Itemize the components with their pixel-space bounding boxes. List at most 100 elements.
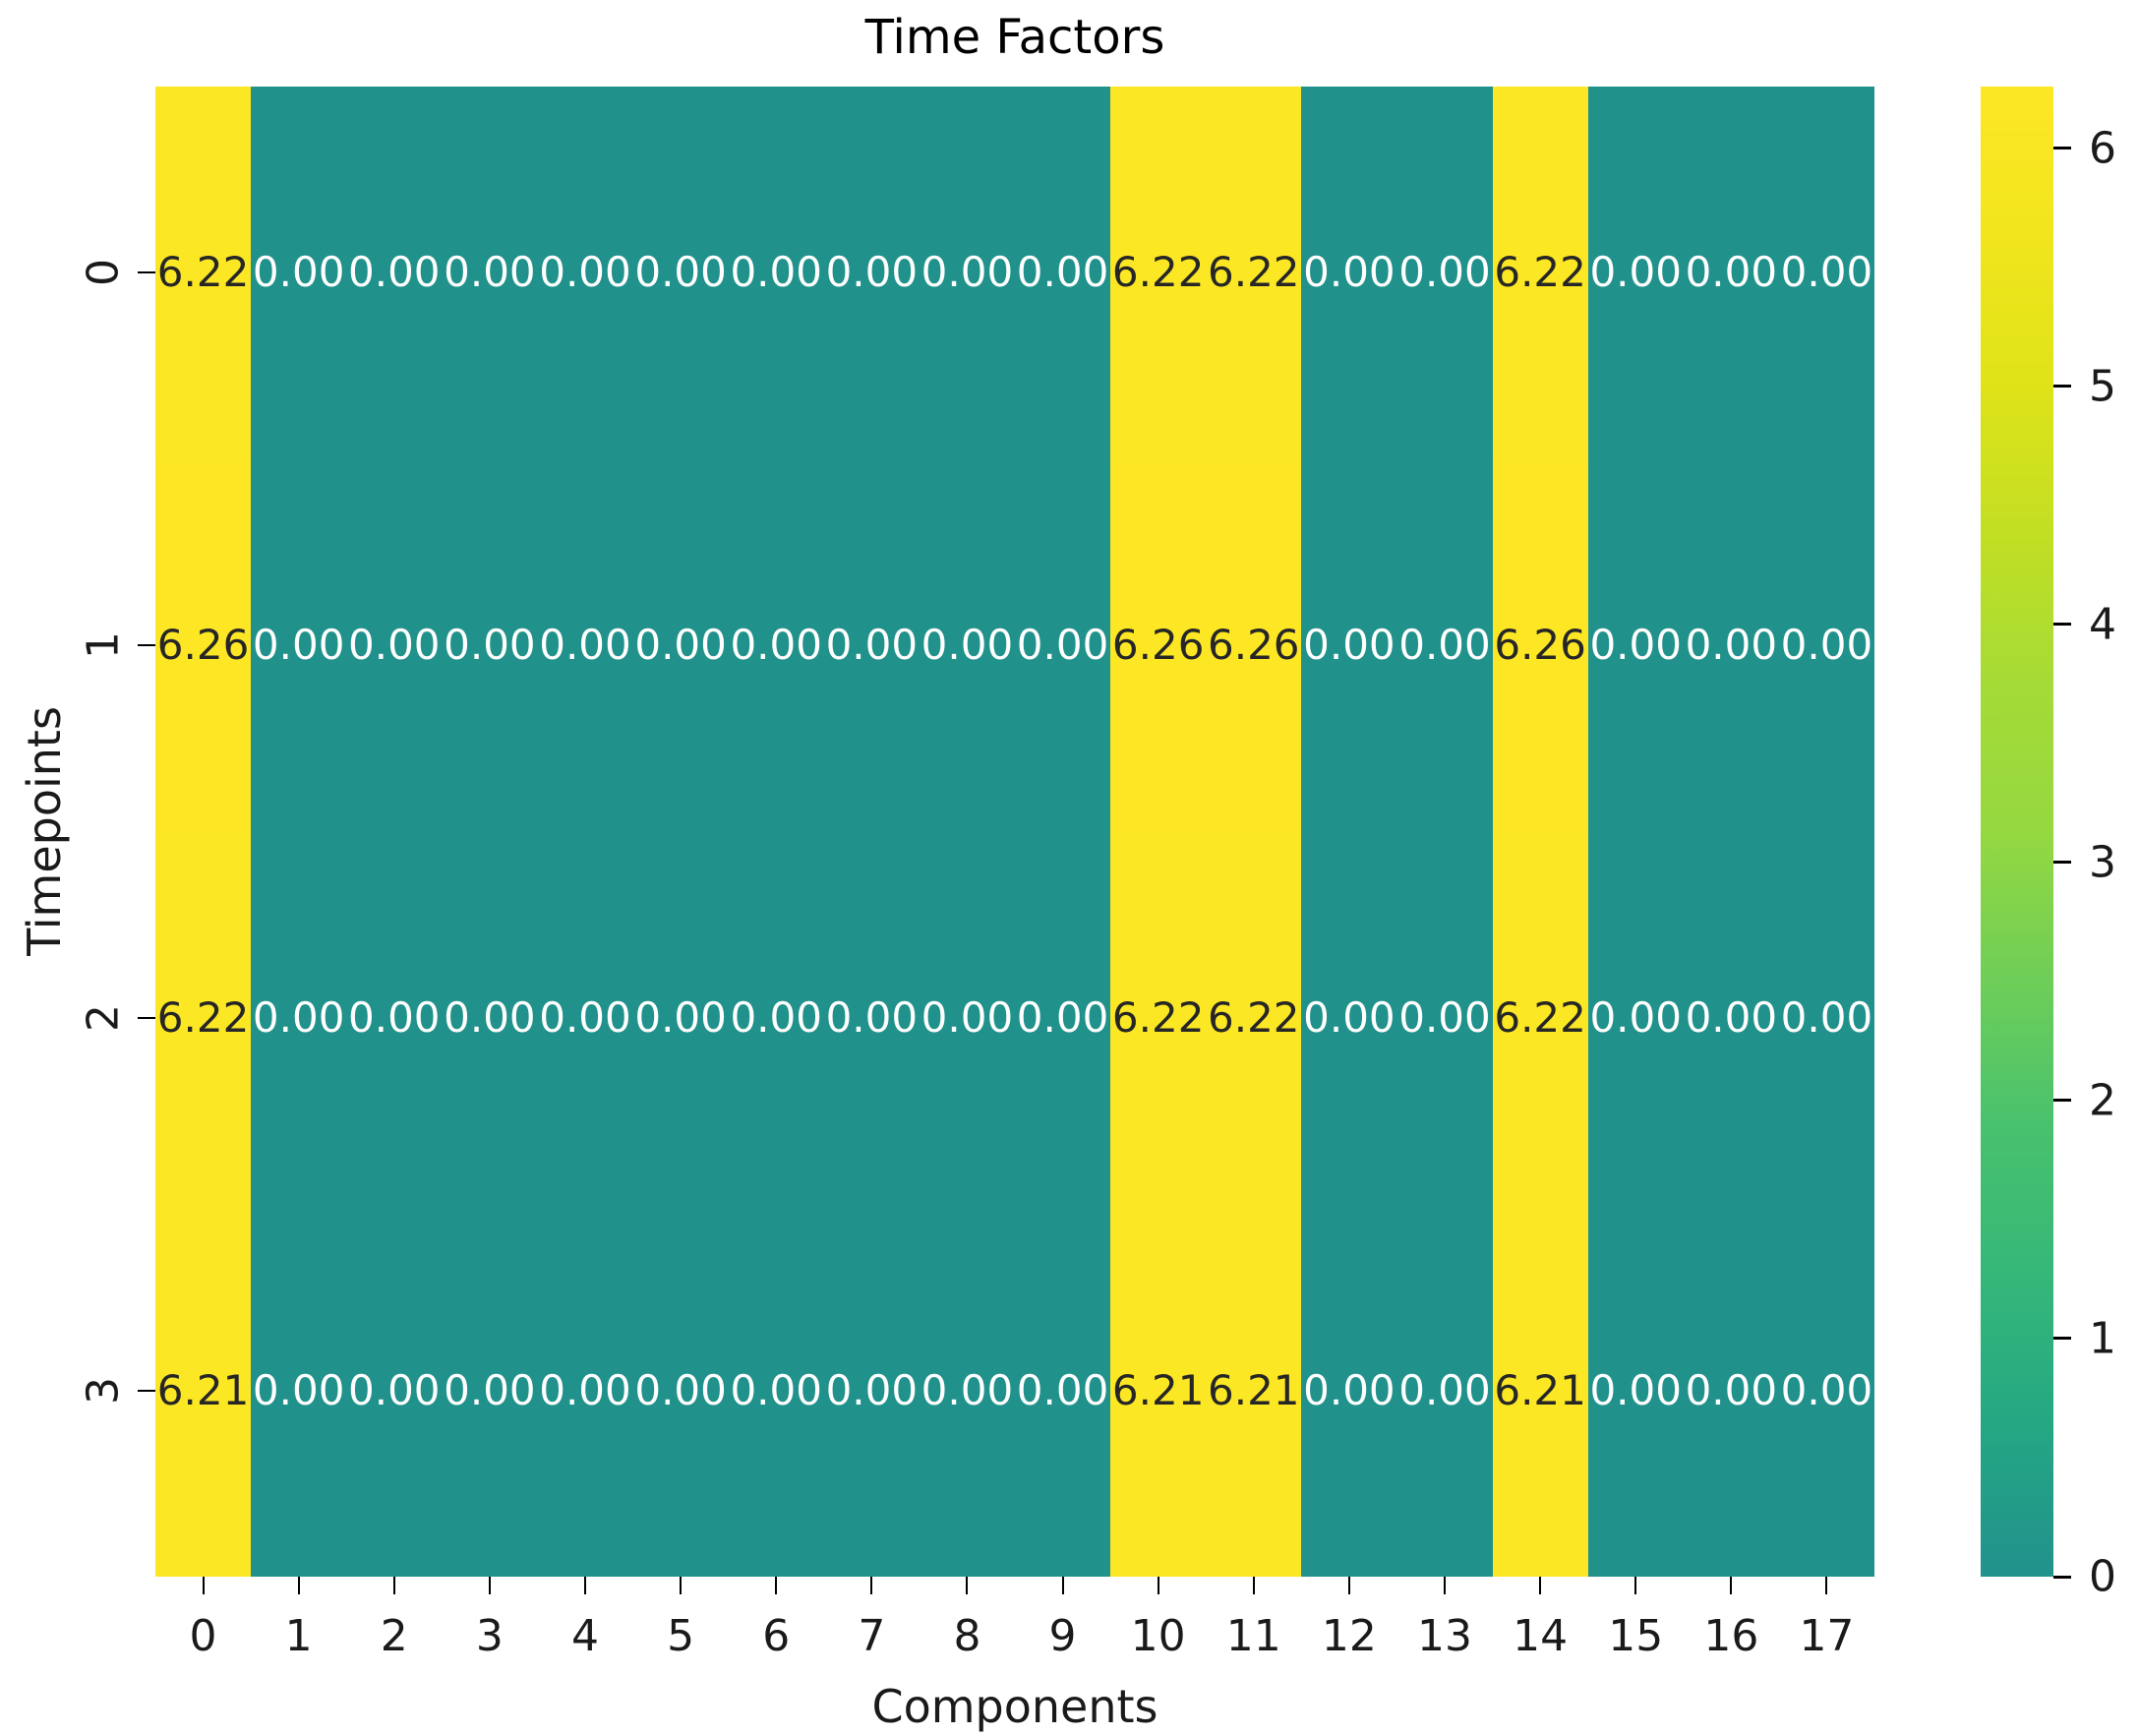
x-tick-label: 0 <box>189 1611 217 1661</box>
x-tick-mark <box>584 1577 586 1594</box>
x-tick-mark <box>202 1577 205 1594</box>
y-axis-label: Timepoints <box>18 706 71 956</box>
heatmap-cell: 0.00 <box>1778 458 1874 832</box>
heatmap-cell: 0.00 <box>442 87 538 459</box>
heatmap-cell: 0.00 <box>1778 1204 1874 1577</box>
heatmap-cell: 0.00 <box>1683 1204 1779 1577</box>
heatmap-cell: 0.00 <box>1015 831 1111 1205</box>
heatmap-cell: 0.00 <box>1301 458 1397 832</box>
heatmap-cell: 0.00 <box>632 458 729 832</box>
heatmap-cell: 0.00 <box>346 831 443 1205</box>
x-tick-label: 10 <box>1130 1611 1186 1661</box>
heatmap-cell: 0.00 <box>537 458 633 832</box>
heatmap-cell: 6.21 <box>1206 1204 1302 1577</box>
heatmap-cell: 0.00 <box>919 1204 1015 1577</box>
heatmap-cell: 0.00 <box>1301 87 1397 459</box>
heatmap-cell: 6.21 <box>1110 1204 1207 1577</box>
heatmap-cell: 0.00 <box>1015 1204 1111 1577</box>
x-tick-mark <box>870 1577 873 1594</box>
colorbar-tick-label: 6 <box>2089 123 2116 174</box>
chart-title: Time Factors <box>864 10 1165 65</box>
x-tick-label: 16 <box>1703 1611 1759 1661</box>
heatmap-cell: 6.26 <box>155 458 252 832</box>
x-tick-mark <box>1634 1577 1637 1594</box>
heatmap-cell: 6.22 <box>155 87 252 459</box>
x-tick-mark <box>680 1577 683 1594</box>
heatmap-cell: 6.22 <box>1492 831 1588 1205</box>
heatmap-cell: 0.00 <box>728 1204 824 1577</box>
x-tick-mark <box>966 1577 969 1594</box>
heatmap-cell: 6.22 <box>1110 87 1207 459</box>
x-tick-mark <box>1825 1577 1828 1594</box>
heatmap-cell: 0.00 <box>632 87 729 459</box>
heatmap-cell: 0.00 <box>442 831 538 1205</box>
y-tick-label: 0 <box>78 259 129 287</box>
heatmap-cell: 0.00 <box>728 831 824 1205</box>
x-tick-label: 2 <box>380 1611 408 1661</box>
colorbar-tick-label: 3 <box>2089 837 2116 888</box>
x-tick-label: 11 <box>1225 1611 1281 1661</box>
y-tick-mark <box>138 1389 155 1392</box>
colorbar-tick-label: 1 <box>2089 1313 2116 1364</box>
colorbar-tick-mark <box>2053 623 2071 627</box>
heatmap-cell: 0.00 <box>442 1204 538 1577</box>
heatmap-cell: 0.00 <box>537 831 633 1205</box>
heatmap-cell: 0.00 <box>1778 87 1874 459</box>
heatmap-cell: 6.22 <box>1206 87 1302 459</box>
heatmap-cell: 0.00 <box>1587 87 1684 459</box>
heatmap-cell: 0.00 <box>1015 87 1111 459</box>
heatmap-grid: 6.22 0.00 0.00 0.00 0.00 0.00 0.00 0.00 0.00 0.00… <box>155 87 1874 1577</box>
heatmap-cell: 0.00 <box>1778 831 1874 1205</box>
x-tick-mark <box>1730 1577 1733 1594</box>
colorbar-tick-mark <box>2053 1575 2071 1579</box>
heatmap-cell: 0.00 <box>346 87 443 459</box>
y-tick-label: 1 <box>78 631 129 660</box>
x-tick-label: 3 <box>475 1611 504 1661</box>
heatmap-cell: 0.00 <box>823 831 920 1205</box>
colorbar-tick-mark <box>2053 147 2071 150</box>
heatmap-cell: 6.26 <box>1206 458 1302 832</box>
heatmap-cell: 0.00 <box>632 1204 729 1577</box>
heatmap-cell: 0.00 <box>537 1204 633 1577</box>
heatmap-cell: 0.00 <box>1683 458 1779 832</box>
x-tick-label: 4 <box>571 1611 599 1661</box>
heatmap-cell: 6.22 <box>1110 831 1207 1205</box>
x-tick-label: 1 <box>284 1611 313 1661</box>
heatmap-cell: 0.00 <box>537 87 633 459</box>
x-tick-mark <box>775 1577 778 1594</box>
heatmap-cell: 0.00 <box>1683 831 1779 1205</box>
heatmap-cell: 0.00 <box>1015 458 1111 832</box>
heatmap-cell: 6.21 <box>155 1204 252 1577</box>
heatmap-cell: 0.00 <box>346 458 443 832</box>
colorbar-tick-label: 4 <box>2089 599 2116 650</box>
heatmap-cell: 6.26 <box>1110 458 1207 832</box>
x-axis-label: Components <box>871 1680 1158 1733</box>
heatmap-cell: 0.00 <box>919 458 1015 832</box>
heatmap-cell: 6.22 <box>1492 87 1588 459</box>
heatmap-cell: 0.00 <box>823 1204 920 1577</box>
heatmap-cell: 0.00 <box>251 1204 347 1577</box>
colorbar-tick-label: 2 <box>2089 1075 2116 1126</box>
heatmap-cell: 0.00 <box>1396 1204 1493 1577</box>
heatmap-cell: 0.00 <box>251 87 347 459</box>
heatmap-cell: 0.00 <box>632 831 729 1205</box>
colorbar-tick-mark <box>2053 1099 2071 1103</box>
heatmap-cell: 0.00 <box>728 87 824 459</box>
heatmap-cell: 0.00 <box>823 87 920 459</box>
x-tick-label: 14 <box>1513 1611 1569 1661</box>
x-tick-label: 6 <box>762 1611 791 1661</box>
x-tick-label: 8 <box>953 1611 981 1661</box>
colorbar-tick-label: 5 <box>2089 361 2116 412</box>
x-tick-mark <box>1444 1577 1446 1594</box>
heatmap-cell: 0.00 <box>1396 87 1493 459</box>
x-tick-label: 17 <box>1799 1611 1855 1661</box>
colorbar-tick-label: 0 <box>2089 1551 2116 1602</box>
x-tick-mark <box>392 1577 395 1594</box>
x-tick-label: 7 <box>858 1611 886 1661</box>
x-tick-mark <box>1347 1577 1350 1594</box>
x-tick-mark <box>1252 1577 1255 1594</box>
heatmap-cell: 6.22 <box>155 831 252 1205</box>
heatmap-cell: 0.00 <box>919 831 1015 1205</box>
x-tick-mark <box>1539 1577 1542 1594</box>
